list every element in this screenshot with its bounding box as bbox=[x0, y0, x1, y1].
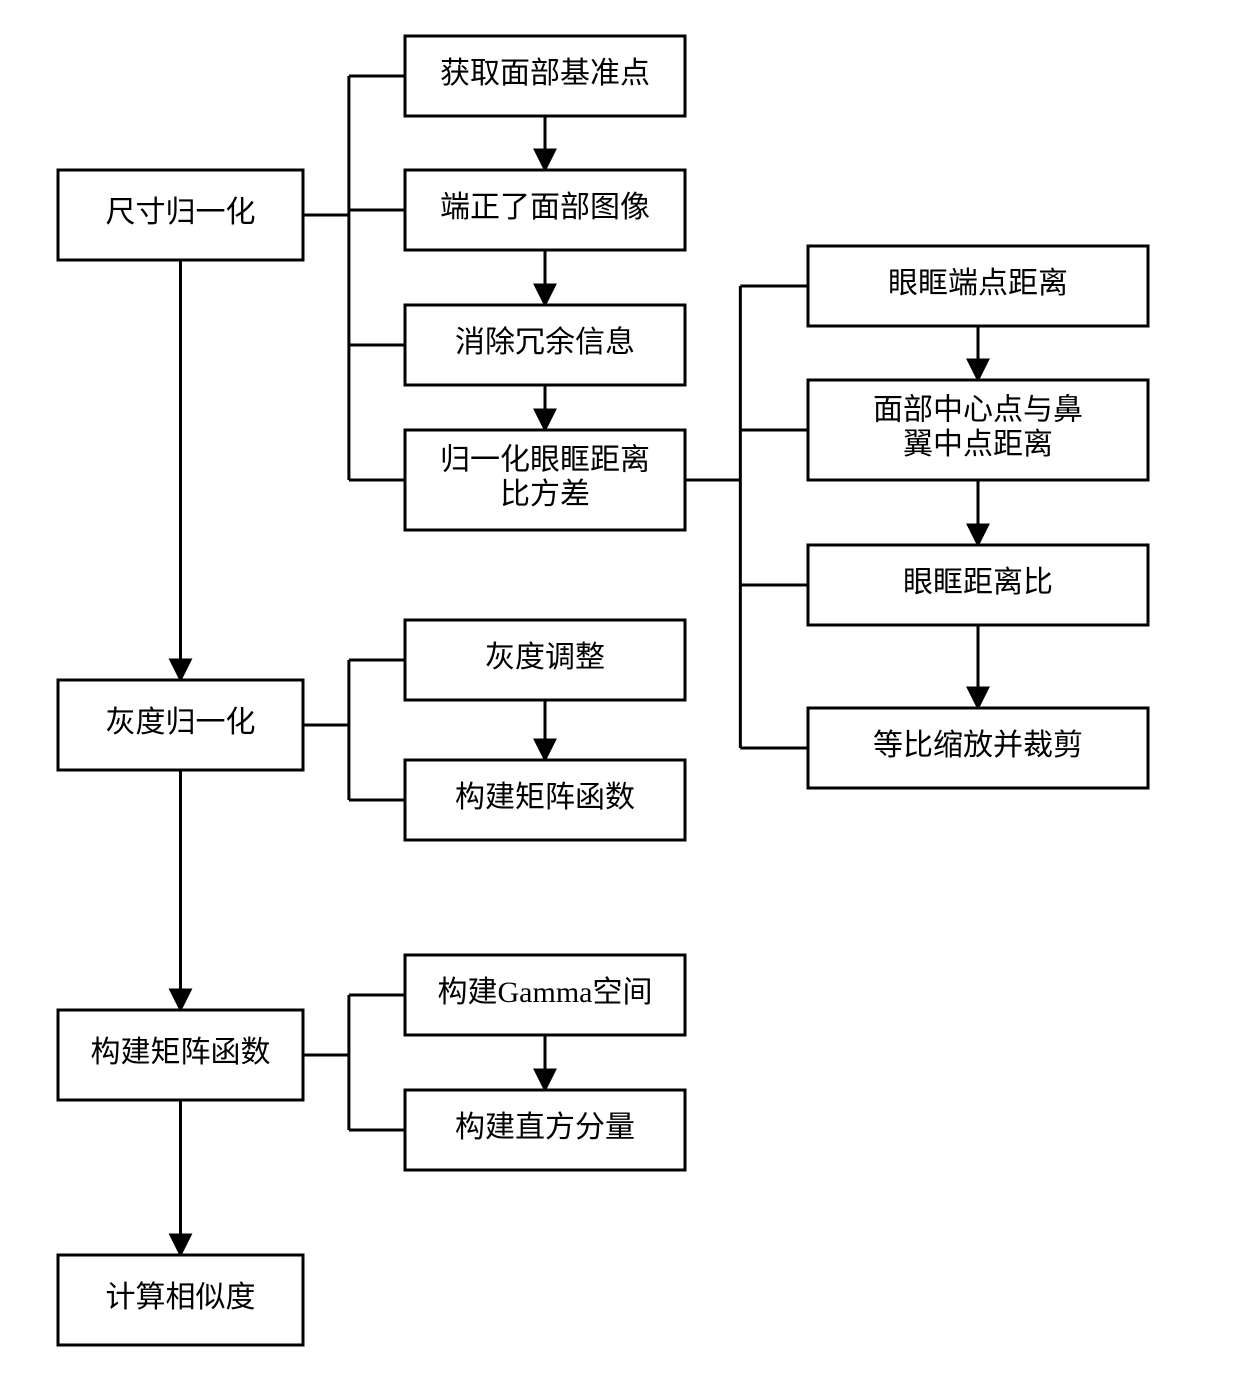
node-m4-label: 归一化眼眶距离 bbox=[440, 444, 650, 477]
node-r1-label: 眼眶端点距离 bbox=[888, 267, 1068, 300]
node-m6-label: 构建矩阵函数 bbox=[455, 781, 635, 814]
node-l3-label: 构建矩阵函数 bbox=[91, 1036, 271, 1069]
node-r3-label: 眼眶距离比 bbox=[903, 566, 1053, 599]
node-l1-label: 尺寸归一化 bbox=[106, 196, 256, 229]
node-m2-label: 端正了面部图像 bbox=[440, 191, 650, 224]
node-m1-label: 获取面部基准点 bbox=[440, 57, 650, 90]
node-r2-label: 翼中点距离 bbox=[903, 428, 1053, 461]
node-l4-label: 计算相似度 bbox=[106, 1281, 256, 1314]
node-m7-label: 构建Gamma空间 bbox=[438, 976, 653, 1009]
node-r2-label: 面部中心点与鼻 bbox=[873, 394, 1083, 427]
flowchart-canvas: 尺寸归一化灰度归一化构建矩阵函数计算相似度获取面部基准点端正了面部图像消除冗余信… bbox=[0, 0, 1240, 1397]
node-m5-label: 灰度调整 bbox=[485, 641, 605, 674]
node-m8-label: 构建直方分量 bbox=[455, 1111, 635, 1144]
node-m4-label: 比方差 bbox=[500, 478, 590, 511]
node-l2-label: 灰度归一化 bbox=[106, 706, 256, 739]
node-m3-label: 消除冗余信息 bbox=[455, 326, 635, 359]
node-r4-label: 等比缩放并裁剪 bbox=[873, 729, 1083, 762]
